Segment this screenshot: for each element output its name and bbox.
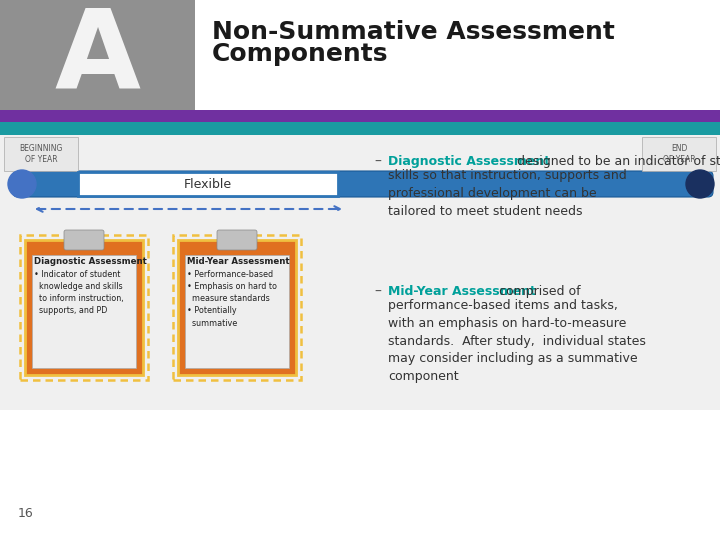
Bar <box>0 135 720 410</box>
Text: Diagnostic Assessment: Diagnostic Assessment <box>388 155 550 168</box>
Bar <box>0 0 195 110</box>
Bar <box>0 110 720 122</box>
Circle shape <box>686 170 714 198</box>
FancyBboxPatch shape <box>642 137 716 171</box>
Text: –: – <box>374 285 381 299</box>
Text: END
OF YEAR: END OF YEAR <box>662 144 696 164</box>
FancyBboxPatch shape <box>178 240 296 375</box>
Text: Flexible: Flexible <box>184 178 232 191</box>
Text: Mid-Year Assessment: Mid-Year Assessment <box>187 257 289 266</box>
FancyBboxPatch shape <box>32 255 136 368</box>
Text: 16: 16 <box>18 507 34 520</box>
Text: BEGINNING
OF YEAR: BEGINNING OF YEAR <box>19 144 63 164</box>
Circle shape <box>8 170 36 198</box>
Text: • Performance-based
• Emphasis on hard to
  measure standards
• Potentially
  su: • Performance-based • Emphasis on hard t… <box>187 270 277 328</box>
Text: A: A <box>54 4 140 111</box>
Bar <box>78 172 338 196</box>
Text: Components: Components <box>212 42 389 66</box>
Text: performance-based items and tasks,
with an emphasis on hard-to-measure
standards: performance-based items and tasks, with … <box>388 299 646 383</box>
Text: –: – <box>374 155 381 169</box>
Text: Diagnostic Assessment: Diagnostic Assessment <box>34 257 147 266</box>
FancyBboxPatch shape <box>4 137 78 171</box>
Bar <box>0 122 720 135</box>
FancyBboxPatch shape <box>217 230 257 250</box>
Bar <box>0 410 720 540</box>
FancyBboxPatch shape <box>185 255 289 368</box>
Text: Non-Summative Assessment: Non-Summative Assessment <box>212 20 615 44</box>
Text: Mid-Year Assessment: Mid-Year Assessment <box>388 285 536 298</box>
FancyBboxPatch shape <box>25 240 143 375</box>
FancyBboxPatch shape <box>64 230 104 250</box>
Bar <box>195 0 720 110</box>
Text: • Indicator of student
  knowledge and skills
  to inform instruction,
  support: • Indicator of student knowledge and ski… <box>34 270 124 315</box>
Text: comprised of: comprised of <box>495 285 580 298</box>
Text: skills so that instruction, supports and
professional development can be
tailore: skills so that instruction, supports and… <box>388 169 626 218</box>
Text: designed to be an indicator of student knowledge and: designed to be an indicator of student k… <box>513 155 720 168</box>
FancyBboxPatch shape <box>13 171 713 197</box>
